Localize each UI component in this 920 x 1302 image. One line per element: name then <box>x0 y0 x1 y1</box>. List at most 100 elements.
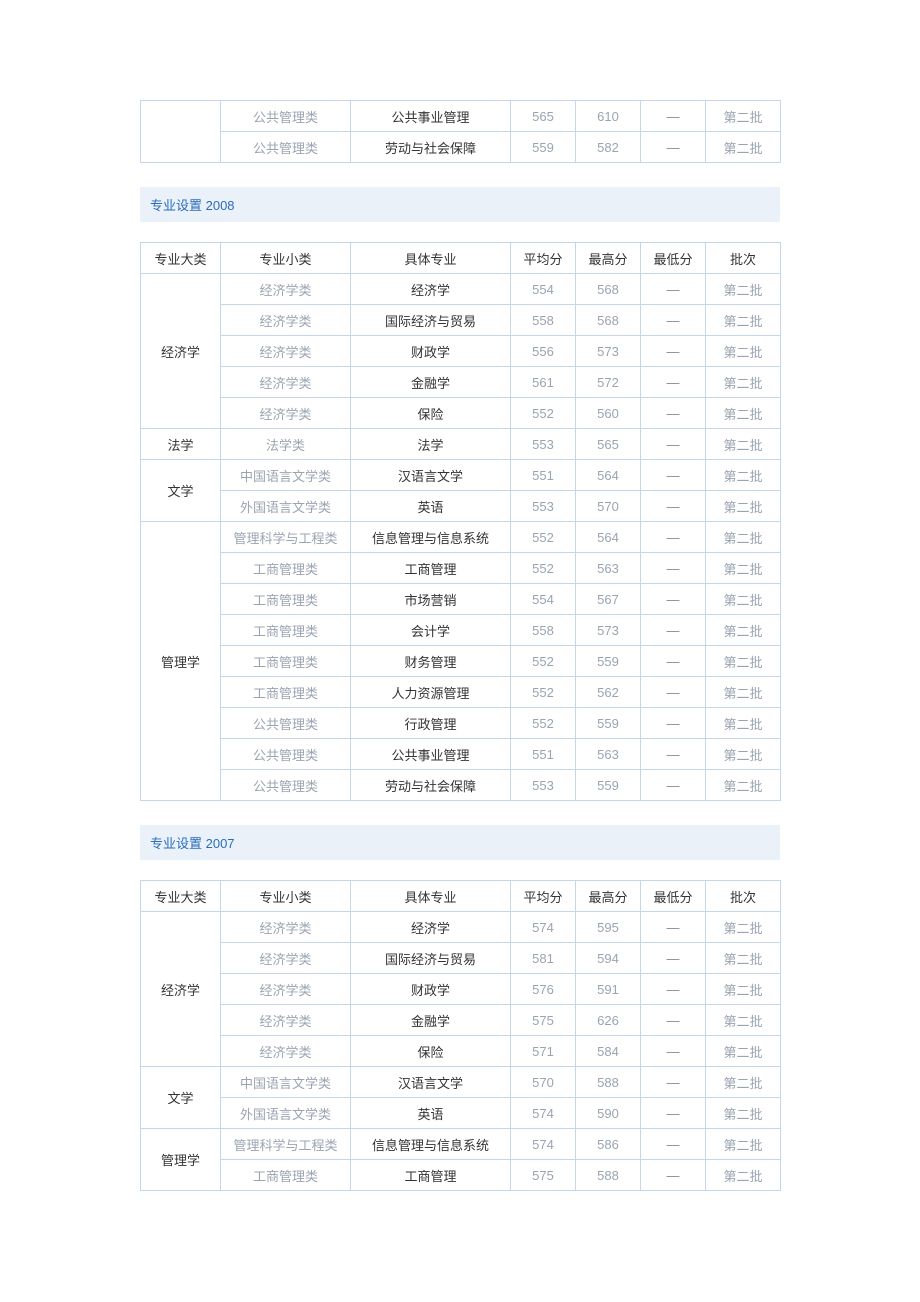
spec-cell: 汉语言文学 <box>351 1067 511 1098</box>
avg-cell: 551 <box>511 460 576 491</box>
max-cell: 572 <box>576 367 641 398</box>
minor-cell: 经济学类 <box>221 367 351 398</box>
min-cell: — <box>641 398 706 429</box>
avg-cell: 571 <box>511 1036 576 1067</box>
col-batch: 批次 <box>706 243 781 274</box>
avg-cell: 576 <box>511 974 576 1005</box>
avg-cell: 561 <box>511 367 576 398</box>
min-cell: — <box>641 491 706 522</box>
max-cell: 568 <box>576 305 641 336</box>
minor-cell: 经济学类 <box>221 912 351 943</box>
avg-cell: 552 <box>511 398 576 429</box>
table-row: 工商管理类 工商管理 575 588 — 第二批 <box>141 1160 781 1191</box>
table-row: 文学 中国语言文学类 汉语言文学 551 564 — 第二批 <box>141 460 781 491</box>
avg-cell: 575 <box>511 1005 576 1036</box>
max-cell: 562 <box>576 677 641 708</box>
avg-cell: 552 <box>511 677 576 708</box>
spec-cell: 信息管理与信息系统 <box>351 522 511 553</box>
minor-cell: 公共管理类 <box>221 708 351 739</box>
min-cell: — <box>641 132 706 163</box>
minor-cell: 公共管理类 <box>221 132 351 163</box>
table-2007: 专业大类 专业小类 具体专业 平均分 最高分 最低分 批次 经济学 经济学类 经… <box>140 880 781 1191</box>
batch-cell: 第二批 <box>706 974 781 1005</box>
spec-cell: 法学 <box>351 429 511 460</box>
min-cell: — <box>641 1098 706 1129</box>
avg-cell: 552 <box>511 553 576 584</box>
major-cell: 法学 <box>141 429 221 460</box>
spec-cell: 公共事业管理 <box>351 101 511 132</box>
avg-cell: 552 <box>511 646 576 677</box>
max-cell: 626 <box>576 1005 641 1036</box>
spec-cell: 经济学 <box>351 274 511 305</box>
avg-cell: 574 <box>511 912 576 943</box>
table-row: 公共管理类 行政管理 552 559 — 第二批 <box>141 708 781 739</box>
max-cell: 594 <box>576 943 641 974</box>
minor-cell: 工商管理类 <box>221 553 351 584</box>
minor-cell: 工商管理类 <box>221 584 351 615</box>
batch-cell: 第二批 <box>706 584 781 615</box>
table-row: 经济学类 金融学 561 572 — 第二批 <box>141 367 781 398</box>
max-cell: 559 <box>576 646 641 677</box>
section-title-2007: 专业设置 2007 <box>140 825 780 860</box>
batch-cell: 第二批 <box>706 1098 781 1129</box>
max-cell: 573 <box>576 615 641 646</box>
spec-cell: 财政学 <box>351 974 511 1005</box>
minor-cell: 经济学类 <box>221 1005 351 1036</box>
col-batch: 批次 <box>706 881 781 912</box>
minor-cell: 工商管理类 <box>221 677 351 708</box>
max-cell: 582 <box>576 132 641 163</box>
major-cell: 经济学 <box>141 912 221 1067</box>
spec-cell: 金融学 <box>351 367 511 398</box>
batch-cell: 第二批 <box>706 398 781 429</box>
table-header-row: 专业大类 专业小类 具体专业 平均分 最高分 最低分 批次 <box>141 881 781 912</box>
col-major: 专业大类 <box>141 243 221 274</box>
table-row: 工商管理类 财务管理 552 559 — 第二批 <box>141 646 781 677</box>
spec-cell: 国际经济与贸易 <box>351 305 511 336</box>
fragment-table: 公共管理类 公共事业管理 565 610 — 第二批 公共管理类 劳动与社会保障… <box>140 100 781 163</box>
spec-cell: 劳动与社会保障 <box>351 132 511 163</box>
minor-cell: 中国语言文学类 <box>221 460 351 491</box>
col-min: 最低分 <box>641 243 706 274</box>
batch-cell: 第二批 <box>706 770 781 801</box>
max-cell: 560 <box>576 398 641 429</box>
max-cell: 559 <box>576 770 641 801</box>
batch-cell: 第二批 <box>706 305 781 336</box>
avg-cell: 551 <box>511 739 576 770</box>
batch-cell: 第二批 <box>706 460 781 491</box>
min-cell: — <box>641 739 706 770</box>
min-cell: — <box>641 522 706 553</box>
avg-cell: 574 <box>511 1129 576 1160</box>
spec-cell: 公共事业管理 <box>351 739 511 770</box>
table-row: 公共管理类 劳动与社会保障 553 559 — 第二批 <box>141 770 781 801</box>
table-row: 工商管理类 工商管理 552 563 — 第二批 <box>141 553 781 584</box>
max-cell: 563 <box>576 739 641 770</box>
avg-cell: 553 <box>511 429 576 460</box>
avg-cell: 575 <box>511 1160 576 1191</box>
spec-cell: 人力资源管理 <box>351 677 511 708</box>
table-row: 公共管理类 公共事业管理 551 563 — 第二批 <box>141 739 781 770</box>
spec-cell: 财务管理 <box>351 646 511 677</box>
minor-cell: 外国语言文学类 <box>221 491 351 522</box>
table-2008: 专业大类 专业小类 具体专业 平均分 最高分 最低分 批次 经济学 经济学类 经… <box>140 242 781 801</box>
spec-cell: 英语 <box>351 1098 511 1129</box>
major-cell: 文学 <box>141 460 221 522</box>
batch-cell: 第二批 <box>706 615 781 646</box>
table-row: 工商管理类 市场营销 554 567 — 第二批 <box>141 584 781 615</box>
minor-cell: 法学类 <box>221 429 351 460</box>
col-spec: 具体专业 <box>351 243 511 274</box>
min-cell: — <box>641 1005 706 1036</box>
max-cell: 584 <box>576 1036 641 1067</box>
batch-cell: 第二批 <box>706 739 781 770</box>
table-row: 管理学 管理科学与工程类 信息管理与信息系统 574 586 — 第二批 <box>141 1129 781 1160</box>
batch-cell: 第二批 <box>706 1160 781 1191</box>
min-cell: — <box>641 553 706 584</box>
table-row: 外国语言文学类 英语 574 590 — 第二批 <box>141 1098 781 1129</box>
min-cell: — <box>641 336 706 367</box>
max-cell: 573 <box>576 336 641 367</box>
min-cell: — <box>641 912 706 943</box>
max-cell: 570 <box>576 491 641 522</box>
avg-cell: 565 <box>511 101 576 132</box>
avg-cell: 553 <box>511 770 576 801</box>
batch-cell: 第二批 <box>706 1005 781 1036</box>
batch-cell: 第二批 <box>706 336 781 367</box>
